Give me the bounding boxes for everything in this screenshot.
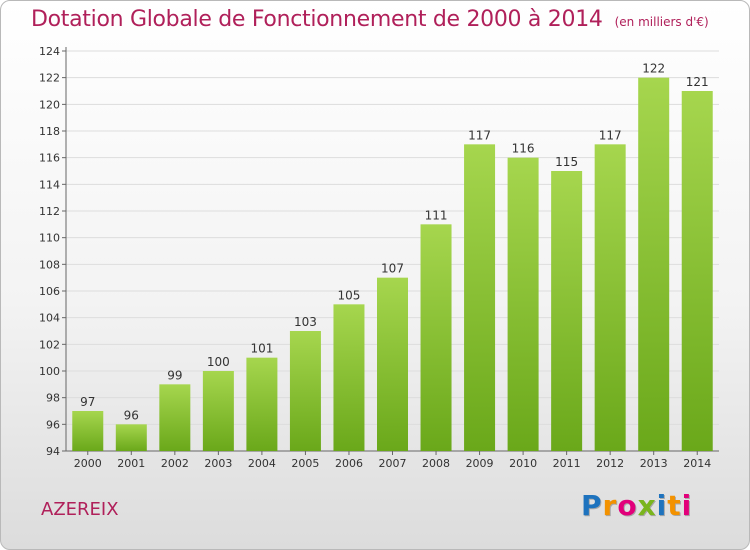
y-tick-labels: 94 96 98 100 102 104 106 108 110 112 114 116 118 120 1… bbox=[39, 45, 60, 458]
x-tick-label: 2014 bbox=[683, 457, 711, 470]
logo-letter: t bbox=[667, 489, 682, 522]
bar-2012 bbox=[594, 144, 626, 452]
y-tick-label: 104 bbox=[39, 312, 60, 325]
data-label: 103 bbox=[294, 315, 317, 329]
y-tick-label: 124 bbox=[39, 45, 60, 58]
data-label: 117 bbox=[599, 128, 622, 142]
x-tick-labels: 2000 2001 2002 2003 2004 2005 2006 2007 2008 2009… bbox=[74, 457, 711, 470]
x-tick-label: 2002 bbox=[161, 457, 189, 470]
chart-title: Dotation Globale de Fonctionnement de 20… bbox=[31, 7, 709, 32]
bars bbox=[72, 77, 713, 452]
x-tick-label: 2010 bbox=[509, 457, 537, 470]
y-tick-label: 108 bbox=[39, 258, 60, 271]
data-label: 121 bbox=[686, 75, 709, 89]
bar-2004 bbox=[246, 357, 278, 451]
y-tick-label: 122 bbox=[39, 72, 60, 85]
data-label: 111 bbox=[425, 208, 448, 222]
bar-2005 bbox=[289, 331, 321, 451]
y-tick-label: 120 bbox=[39, 98, 60, 111]
bar-2009 bbox=[464, 144, 496, 452]
y-tick-label: 116 bbox=[39, 152, 60, 165]
y-tick-label: 110 bbox=[39, 232, 60, 245]
commune-name: AZEREIX bbox=[41, 499, 119, 520]
y-tick-label: 106 bbox=[39, 285, 60, 298]
y-tick-label: 94 bbox=[46, 445, 60, 458]
data-label: 96 bbox=[124, 408, 139, 422]
data-label: 116 bbox=[512, 142, 535, 156]
x-tick-label: 2003 bbox=[204, 457, 232, 470]
bar-2006 bbox=[333, 304, 365, 451]
data-label: 101 bbox=[250, 342, 273, 356]
x-tick-label: 2000 bbox=[74, 457, 102, 470]
data-label: 122 bbox=[642, 62, 665, 76]
bar-2001 bbox=[115, 424, 147, 451]
data-label: 115 bbox=[555, 155, 578, 169]
data-label: 105 bbox=[338, 288, 361, 302]
bar-2002 bbox=[159, 384, 191, 451]
x-tick-label: 2012 bbox=[596, 457, 624, 470]
y-tick-label: 112 bbox=[39, 205, 60, 218]
logo-letter: P bbox=[581, 489, 603, 522]
x-tick-label: 2008 bbox=[422, 457, 450, 470]
x-tick-label: 2011 bbox=[553, 457, 581, 470]
logo-letter: i bbox=[681, 489, 693, 522]
bar-2003 bbox=[202, 371, 234, 451]
x-tick-label: 2007 bbox=[379, 457, 407, 470]
bar-2008 bbox=[420, 224, 452, 451]
data-labels: 97 96 99 100 101 103 105 107 111 117 116 115 117 122 1… bbox=[80, 62, 709, 423]
x-tick-label: 2009 bbox=[466, 457, 494, 470]
chart-title-text: Dotation Globale de Fonctionnement de 20… bbox=[31, 7, 603, 32]
y-tick-label: 118 bbox=[39, 125, 60, 138]
y-tick-label: 100 bbox=[39, 365, 60, 378]
bar-2014 bbox=[681, 91, 713, 451]
logo-letter: r bbox=[602, 489, 618, 522]
data-label: 99 bbox=[167, 368, 182, 382]
data-label: 100 bbox=[207, 355, 230, 369]
logo-letter: x bbox=[637, 489, 657, 522]
y-tick-label: 96 bbox=[46, 418, 60, 431]
data-label: 117 bbox=[468, 128, 491, 142]
bar-2007 bbox=[377, 277, 408, 451]
x-tick-label: 2013 bbox=[640, 457, 668, 470]
x-tick-label: 2004 bbox=[248, 457, 276, 470]
x-tick-label: 2005 bbox=[291, 457, 319, 470]
chart-subtitle: (en milliers d'€) bbox=[614, 15, 709, 29]
bar-2013 bbox=[638, 77, 670, 452]
proxiti-logo[interactable]: Proxiti bbox=[581, 489, 692, 522]
x-tick-label: 2006 bbox=[335, 457, 363, 470]
bar-2000 bbox=[72, 411, 104, 451]
bar-2011 bbox=[551, 171, 583, 451]
y-tick-label: 98 bbox=[46, 392, 60, 405]
logo-letter: i bbox=[656, 489, 668, 522]
x-tick-label: 2001 bbox=[117, 457, 145, 470]
y-tick-label: 114 bbox=[39, 178, 60, 191]
data-label: 97 bbox=[80, 395, 95, 409]
data-label: 107 bbox=[381, 262, 404, 276]
logo-letter: o bbox=[617, 489, 638, 522]
bar-2010 bbox=[507, 157, 539, 451]
y-tick-label: 102 bbox=[39, 338, 60, 351]
